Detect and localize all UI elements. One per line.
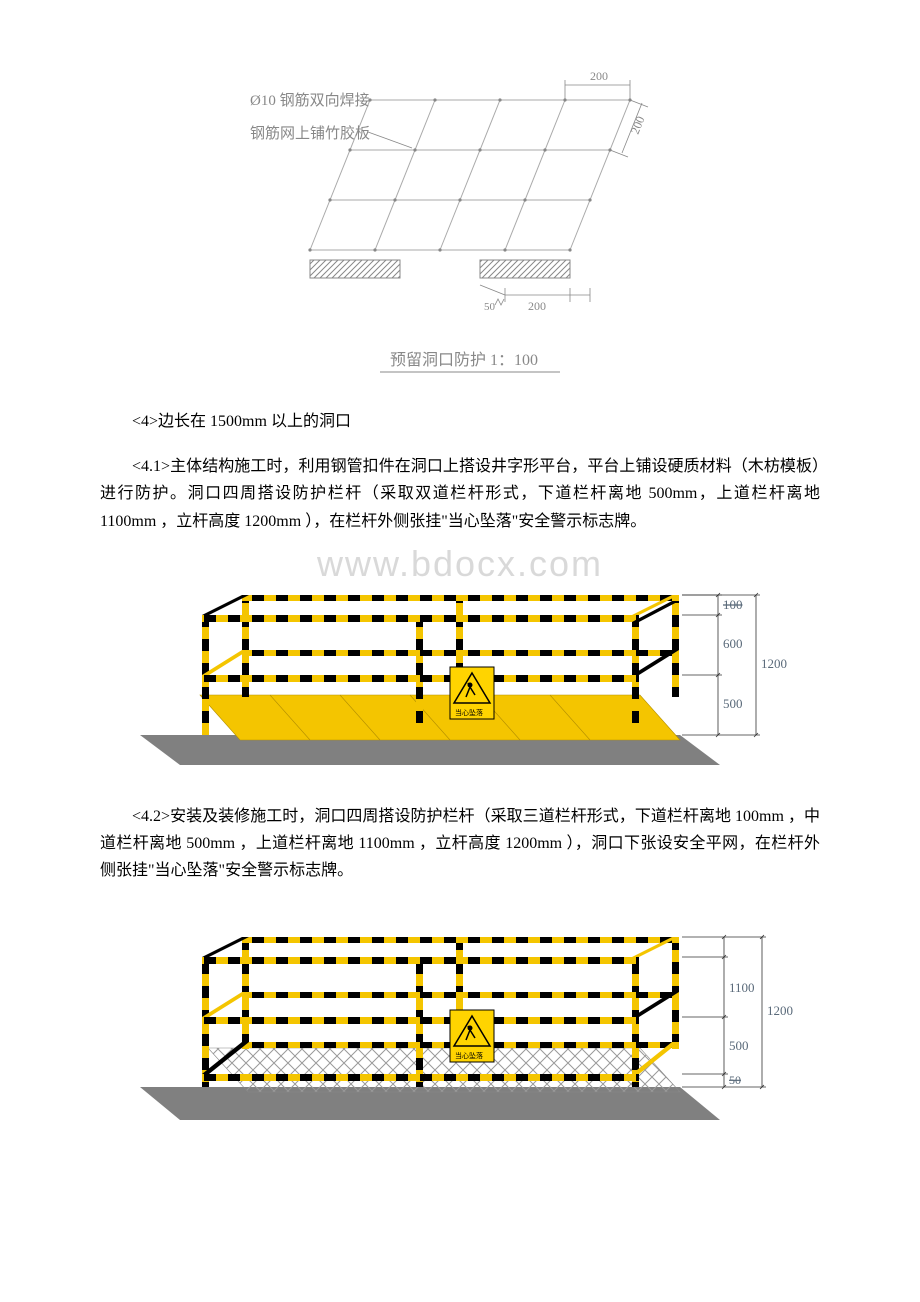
paragraph-4-2: <4.2>安装及装修施工时，洞口四周搭设防护栏杆（采取三道栏杆形式，下道栏杆离地… bbox=[100, 803, 820, 885]
dim-total: 1200 bbox=[767, 1003, 793, 1018]
section4-title: <4>边长在 1500mm 以上的洞口 bbox=[100, 408, 820, 435]
fig1-caption: 预留洞口防护 1：100 bbox=[390, 351, 538, 369]
sign-text: 当心坠落 bbox=[455, 1051, 483, 1060]
dim-b: 600 bbox=[723, 636, 743, 651]
dim-top: 200 bbox=[590, 69, 608, 83]
sign-text: 当心坠落 bbox=[455, 708, 483, 717]
warning-sign: 当心坠落 bbox=[450, 1010, 494, 1062]
document-page: 200 200 50 200 Ø10 钢筋双向焊接 钢筋网上铺竹胶板 预留洞口防… bbox=[0, 0, 920, 1182]
dim-bottom-b: 200 bbox=[528, 299, 546, 313]
warning-sign: 当心坠落 bbox=[450, 667, 494, 719]
dim-b: 500 bbox=[729, 1038, 749, 1053]
label-rebar: Ø10 钢筋双向焊接 bbox=[250, 92, 370, 109]
paragraph-4-1: <4.1>主体结构施工时，利用钢管扣件在洞口上搭设井字形平台，平台上铺设硬质材料… bbox=[100, 453, 820, 535]
label-bamboo: 钢筋网上铺竹胶板 bbox=[250, 124, 370, 142]
dim-side: 200 bbox=[628, 114, 648, 136]
dim-bottom-a: 50 bbox=[484, 301, 496, 313]
dim-a: 1100 bbox=[729, 980, 755, 995]
guardrail-2rail-diagram: 当心坠落 100 600 500 1200 bbox=[120, 555, 800, 785]
watermark-text: www.bdocx.com bbox=[100, 543, 820, 585]
dim-c: 500 bbox=[723, 696, 743, 711]
dim-total: 1200 bbox=[761, 656, 787, 671]
guardrail-3rail-diagram: 当心坠落 1100 500 50 1200 bbox=[120, 902, 800, 1142]
grid-plan-diagram: 200 200 50 200 Ø10 钢筋双向焊接 钢筋网上铺竹胶板 预留洞口防… bbox=[250, 60, 670, 390]
dim-c: 50 bbox=[729, 1073, 741, 1087]
dim-a: 100 bbox=[723, 597, 743, 612]
